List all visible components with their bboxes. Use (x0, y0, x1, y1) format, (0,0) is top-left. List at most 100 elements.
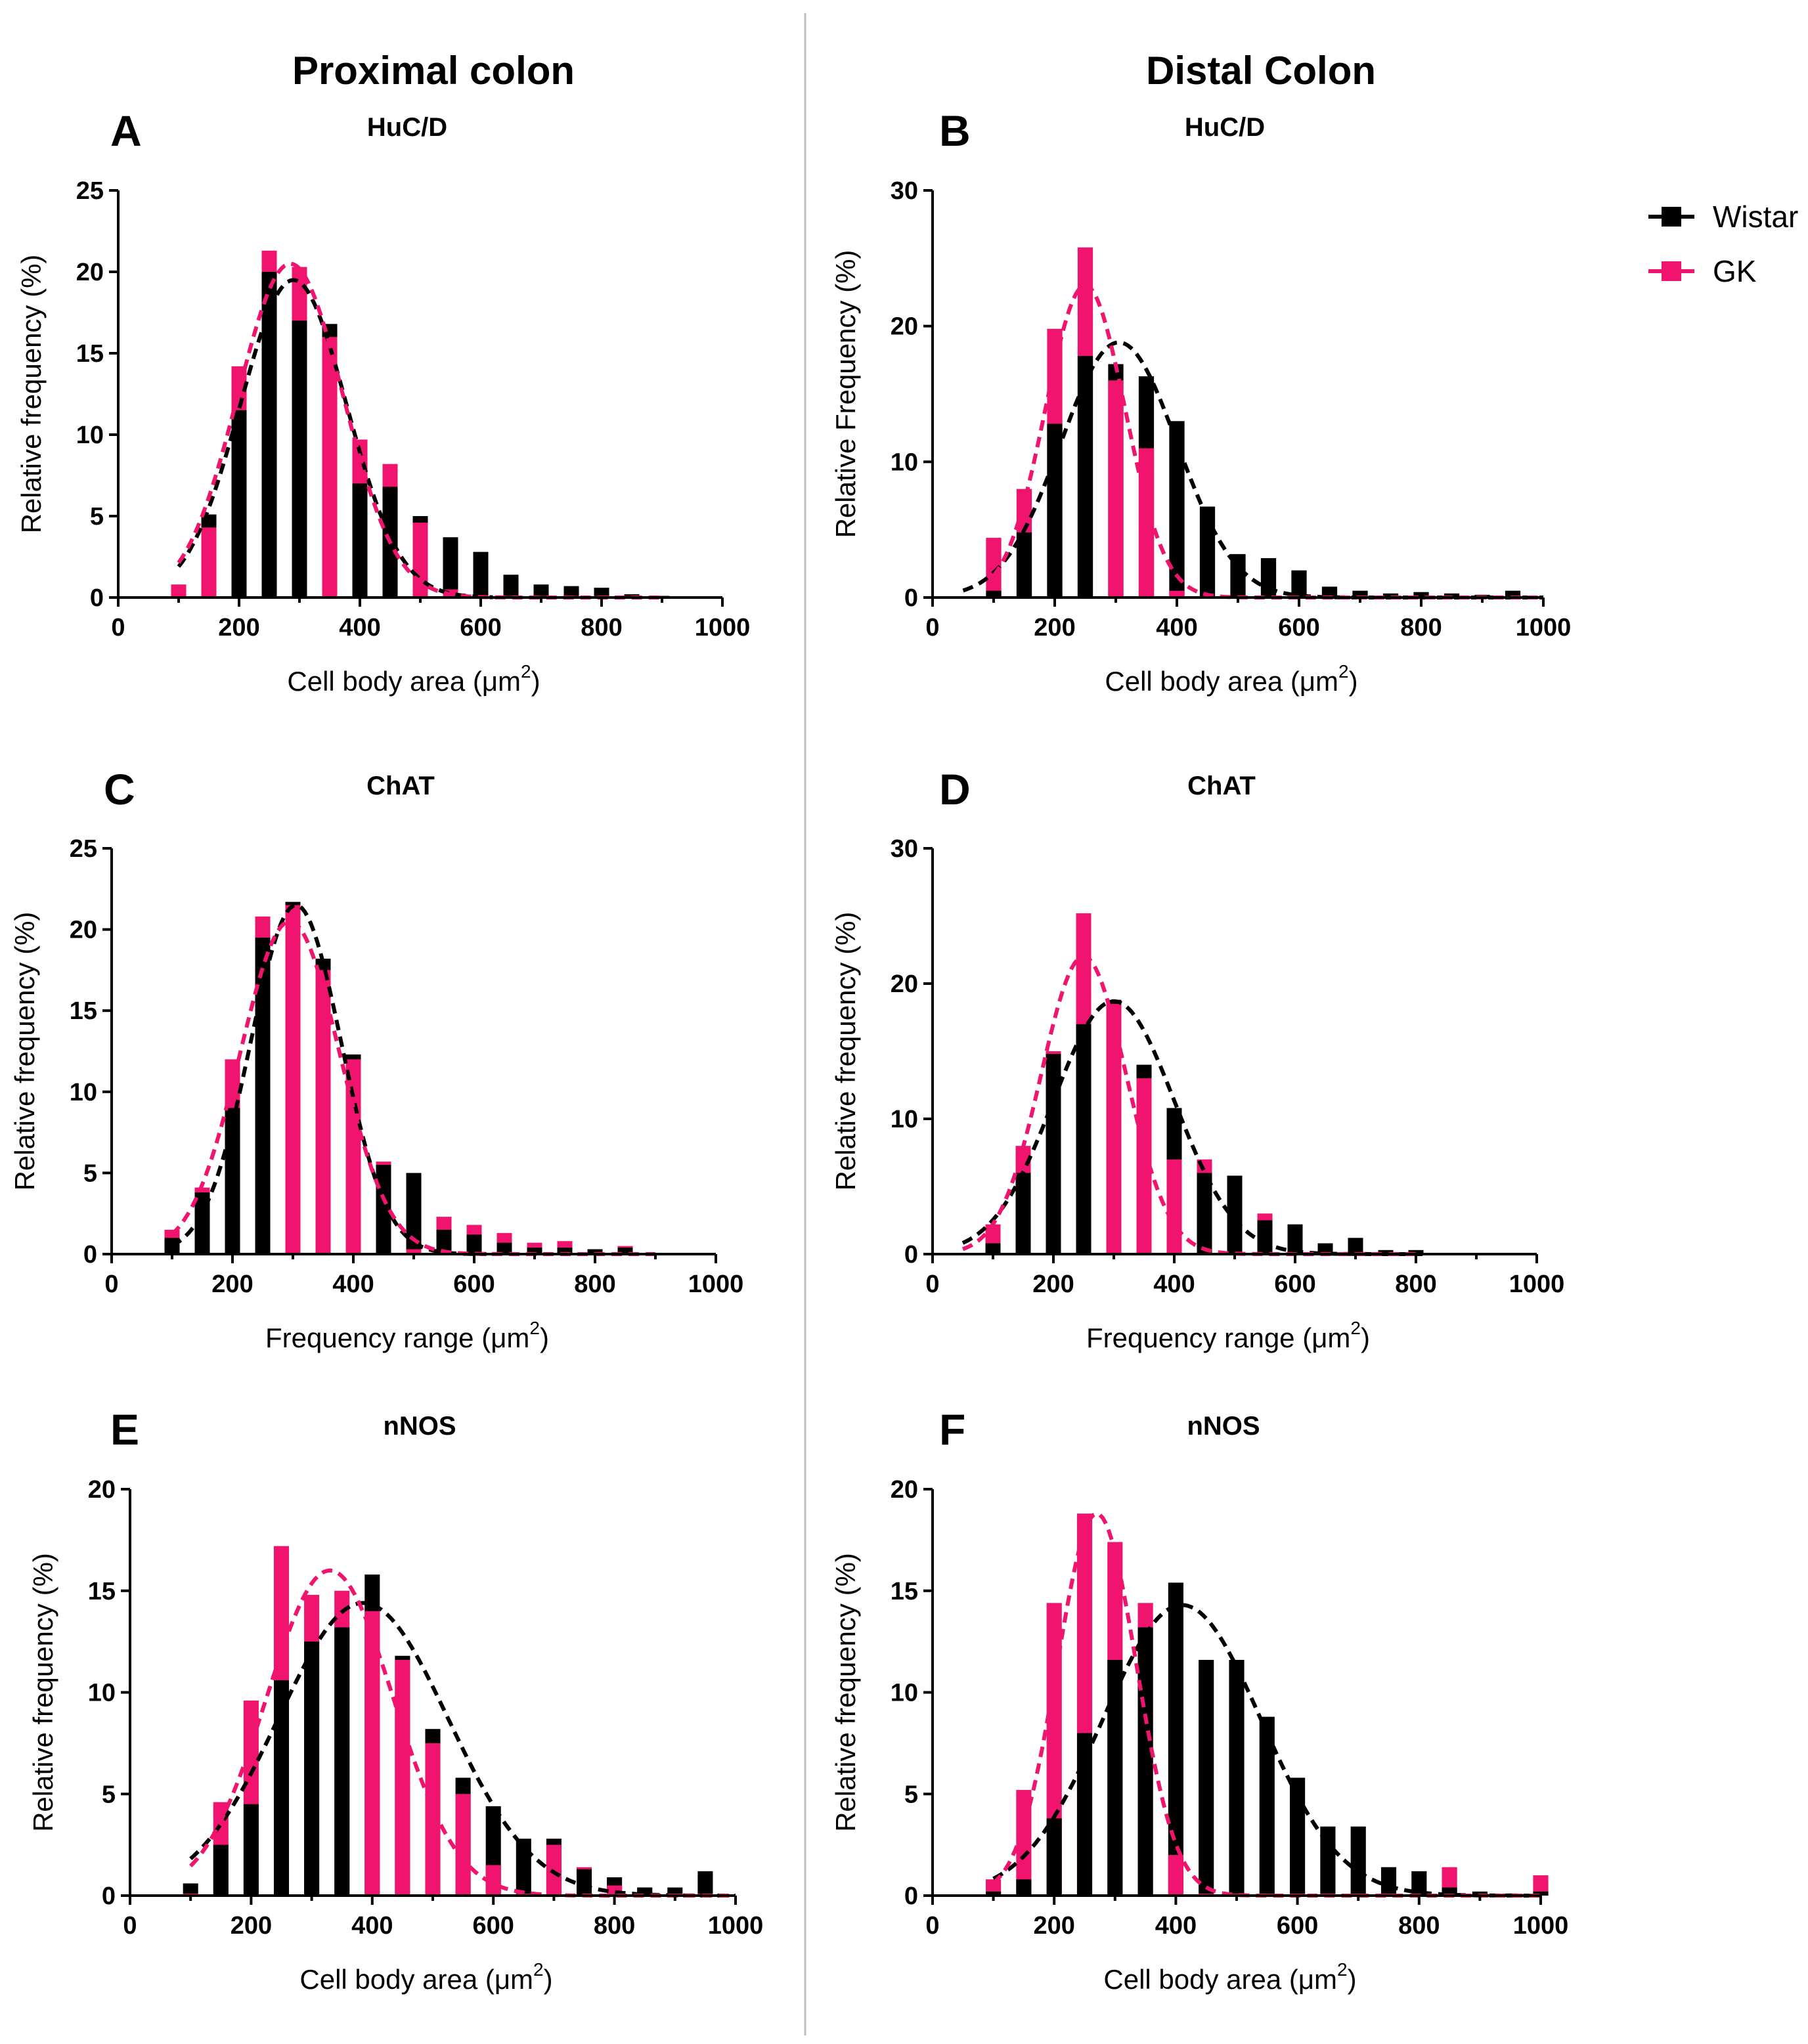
bar-wistar-f-100 (986, 1891, 1002, 1896)
x-tick-label-a-600: 600 (460, 614, 501, 641)
x-axis-label-main-c: Frequency range (μm (265, 1322, 529, 1353)
panel-letter-d: D (939, 765, 971, 814)
y-tick-label-e-5: 5 (102, 1781, 116, 1808)
y-tick-label-b-30: 30 (891, 177, 918, 205)
y-tick-label-b-0: 0 (904, 584, 918, 612)
y-tick-label-f-10: 10 (891, 1680, 918, 1707)
x-axis-label-c: Frequency range (μm2) (265, 1318, 549, 1353)
bar-gk-b-400 (1169, 590, 1185, 598)
chart-panel-b: B HuC/D 0 10 20 30 0 200 400 600 800 1000 Cell body … (830, 106, 1571, 697)
bar-wistar-c-850 (617, 1248, 633, 1254)
x-axis-label-main-d: Frequency range (μm (1086, 1322, 1350, 1353)
bar-wistar-c-700 (527, 1248, 542, 1254)
bar-gk-e-500 (425, 1743, 441, 1896)
panel-title-b: HuC/D (1185, 113, 1265, 142)
bar-wistar-c-200 (225, 1108, 240, 1254)
y-tick-label-f-15: 15 (891, 1578, 918, 1605)
fit-curve-wistar-d (961, 999, 1428, 1256)
x-tick-label-e-0: 0 (123, 1912, 137, 1940)
bar-wistar-a-200 (231, 410, 247, 598)
bar-gk-a-500 (412, 522, 428, 598)
panel-letter-f: F (939, 1405, 965, 1454)
bar-wistar-f-500 (1229, 1659, 1245, 1896)
panel-title-d: ChAT (1187, 772, 1256, 800)
bar-wistar-c-100 (164, 1238, 180, 1254)
column-title-proximal: Proximal colon (292, 49, 575, 93)
bar-wistar-d-750 (1378, 1250, 1394, 1254)
bar-wistar-f-1000 (1533, 1891, 1549, 1896)
bar-wistar-f-750 (1380, 1867, 1397, 1896)
x-axis-label-end-e: ) (544, 1964, 553, 1995)
bar-wistar-e-300 (304, 1642, 320, 1896)
x-tick-label-c-200: 200 (211, 1271, 253, 1298)
x-tick-label-b-400: 400 (1156, 614, 1197, 641)
x-tick-label-e-600: 600 (472, 1912, 514, 1940)
x-axis-label-d: Frequency range (μm2) (1086, 1318, 1370, 1353)
x-tick-label-b-800: 800 (1400, 614, 1442, 641)
x-axis-label-a: Cell body area (μm2) (287, 661, 540, 697)
bar-wistar-e-650 (516, 1838, 531, 1896)
bar-gk-e-450 (395, 1659, 410, 1896)
bar-wistar-f-450 (1199, 1659, 1214, 1896)
x-tick-label-a-1000: 1000 (695, 614, 751, 641)
x-axis-label-main-f: Cell body area (μm (1103, 1964, 1337, 1995)
y-tick-label-c-25: 25 (70, 835, 97, 863)
y-tick-label-a-10: 10 (76, 422, 104, 449)
y-axis-label-b: Relative Frequency (%) (830, 250, 861, 538)
x-tick-label-c-800: 800 (574, 1271, 615, 1298)
x-tick-label-e-800: 800 (594, 1912, 635, 1940)
x-tick-label-a-0: 0 (111, 614, 125, 641)
x-tick-label-c-1000: 1000 (688, 1271, 744, 1298)
bar-wistar-d-650 (1317, 1243, 1333, 1254)
x-axis-label-main-a: Cell body area (μm (287, 666, 521, 697)
bar-gk-d-400 (1166, 1159, 1182, 1254)
bar-wistar-a-700 (533, 584, 549, 598)
x-tick-label-a-200: 200 (218, 614, 259, 641)
fit-curve-gk-b (992, 283, 1543, 599)
bar-gk-e-600 (485, 1865, 501, 1896)
x-tick-label-e-400: 400 (351, 1912, 393, 1940)
bar-wistar-c-750 (557, 1248, 573, 1254)
x-axis-label-sup-d: 2 (1350, 1318, 1361, 1338)
x-tick-label-f-400: 400 (1155, 1912, 1197, 1940)
bar-wistar-d-250 (1076, 1024, 1091, 1254)
x-tick-label-d-600: 600 (1274, 1271, 1315, 1298)
bar-wistar-e-750 (576, 1869, 592, 1896)
x-tick-label-b-1000: 1000 (1516, 614, 1572, 641)
bar-wistar-f-300 (1107, 1659, 1123, 1896)
bar-wistar-c-550 (436, 1229, 452, 1254)
x-tick-label-a-400: 400 (339, 614, 380, 641)
bar-wistar-b-150 (1016, 532, 1032, 598)
y-tick-label-f-20: 20 (891, 1476, 918, 1504)
bar-wistar-a-600 (473, 552, 489, 598)
y-tick-label-a-5: 5 (90, 503, 104, 531)
fit-curve-wistar-a (177, 278, 493, 599)
bar-wistar-d-100 (985, 1243, 1001, 1254)
bar-wistar-e-250 (273, 1680, 290, 1896)
y-tick-label-d-20: 20 (891, 970, 918, 998)
y-tick-label-e-10: 10 (88, 1680, 116, 1707)
bar-gk-c-500 (406, 1249, 422, 1254)
y-tick-label-e-0: 0 (102, 1882, 116, 1910)
x-tick-label-a-800: 800 (581, 614, 622, 641)
bar-wistar-a-650 (503, 575, 519, 598)
x-tick-label-f-600: 600 (1277, 1912, 1318, 1940)
y-tick-label-b-10: 10 (891, 448, 918, 476)
x-tick-label-b-0: 0 (925, 614, 939, 641)
legend-item-wistar: Wistar (1648, 200, 1798, 234)
bar-wistar-b-700 (1352, 590, 1368, 598)
bar-gk-c-300 (285, 905, 301, 1254)
bar-wistar-a-400 (352, 483, 368, 598)
fit-curve-gk-e (189, 1568, 736, 1898)
y-tick-label-f-0: 0 (904, 1882, 918, 1910)
x-tick-label-f-800: 800 (1398, 1912, 1440, 1940)
x-axis-label-sup-e: 2 (533, 1959, 544, 1980)
y-tick-label-e-20: 20 (88, 1476, 116, 1504)
x-tick-label-b-600: 600 (1278, 614, 1319, 641)
chart-panel-c: C ChAT 0 5 10 15 20 25 0 200 400 600 800 1000 Frequenc… (9, 765, 743, 1353)
bar-gk-a-350 (322, 337, 338, 598)
bar-wistar-d-500 (1227, 1175, 1243, 1254)
x-axis-label-sup-a: 2 (521, 661, 531, 682)
bar-wistar-d-150 (1015, 1173, 1031, 1254)
